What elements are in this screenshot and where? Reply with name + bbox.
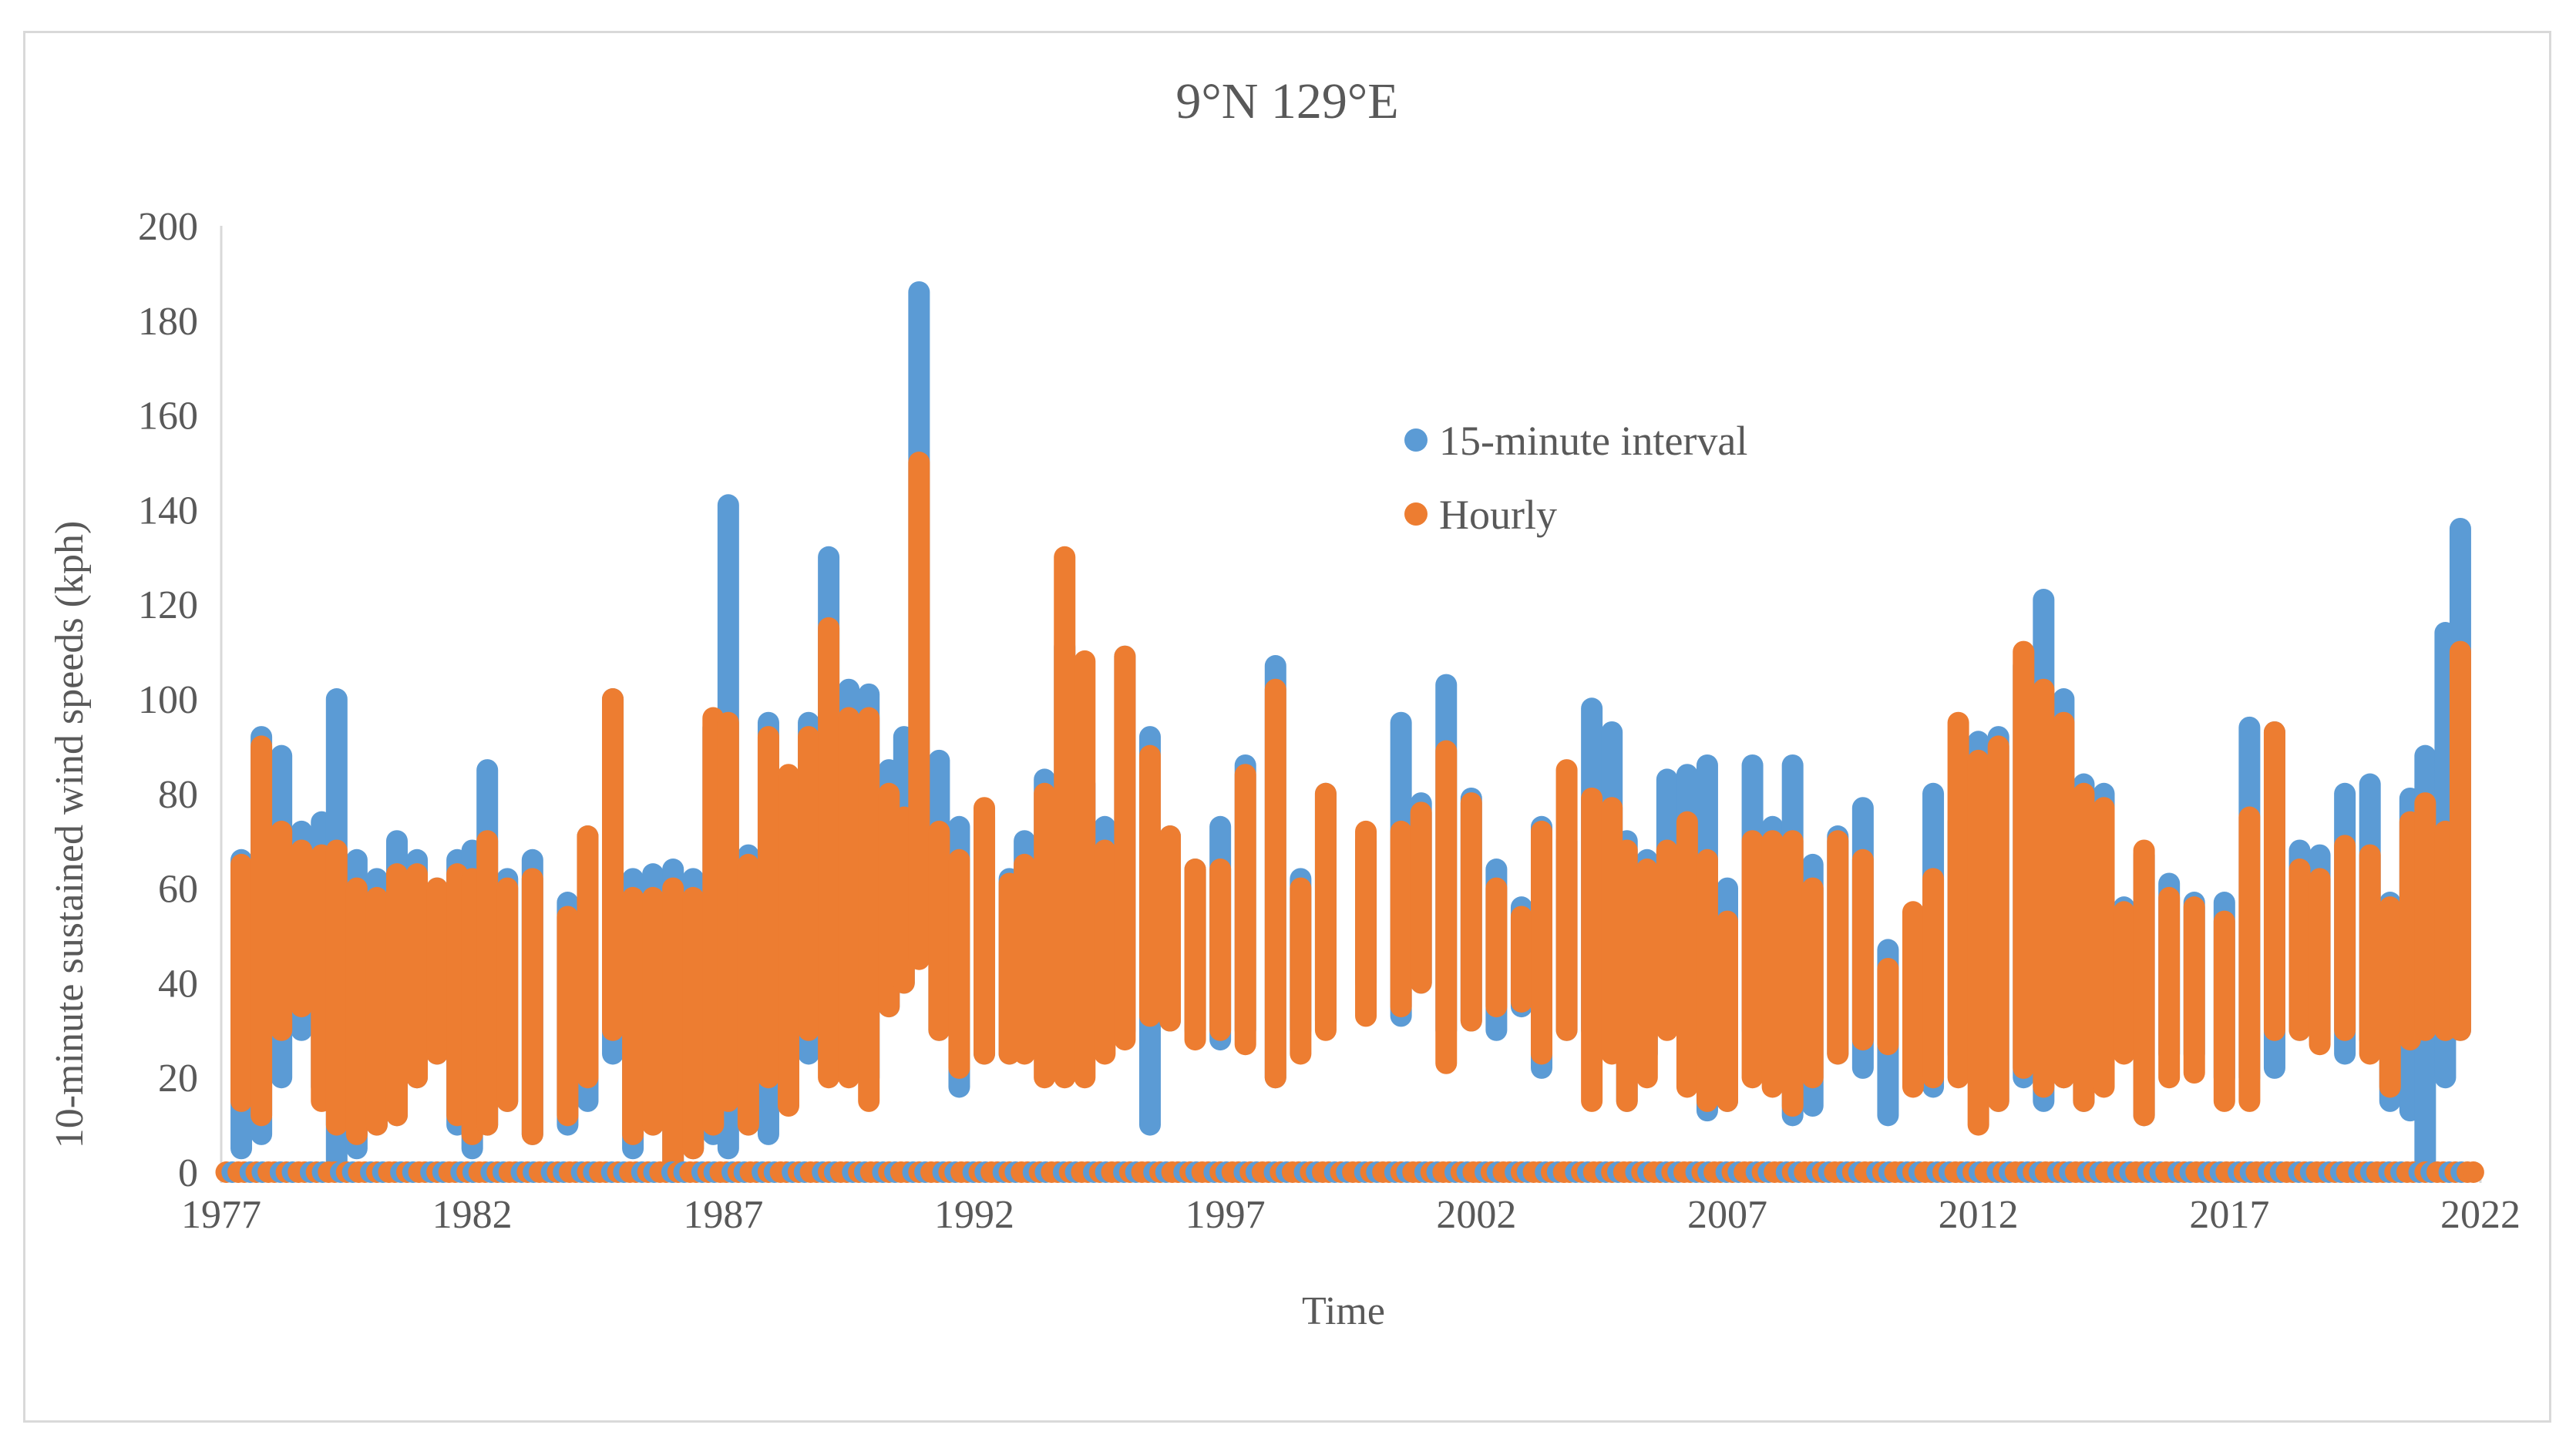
legend-marker-hourly xyxy=(1404,502,1428,526)
y-tick-label: 40 xyxy=(158,962,198,1006)
data-point-zero xyxy=(2462,1161,2484,1183)
y-tick-label: 60 xyxy=(158,868,198,912)
x-tick-label: 2012 xyxy=(1939,1193,2019,1237)
y-tick-label: 20 xyxy=(158,1057,198,1100)
x-tick-label: 2022 xyxy=(2440,1193,2521,1237)
y-tick-label: 80 xyxy=(158,773,198,817)
y-tick-label: 180 xyxy=(138,300,198,344)
y-tick-label: 100 xyxy=(138,678,198,722)
x-axis-title: Time xyxy=(1302,1289,1385,1333)
legend-label-hourly: Hourly xyxy=(1439,492,1557,538)
y-tick-label: 200 xyxy=(138,205,198,249)
x-tick-label: 1982 xyxy=(432,1193,513,1237)
x-tick-label: 1977 xyxy=(181,1193,261,1237)
scatter-chart: 9°N 129°E 10-minute sustained wind speed… xyxy=(48,73,2521,1333)
y-tick-label: 0 xyxy=(178,1151,198,1195)
legend-marker-15-minute xyxy=(1404,428,1428,452)
legend-label-15-minute: 15-minute interval xyxy=(1439,418,1747,464)
x-tick-label: 1997 xyxy=(1185,1193,1266,1237)
x-tick-label: 1987 xyxy=(683,1193,763,1237)
y-tick-label: 160 xyxy=(138,395,198,439)
x-tick-label: 2017 xyxy=(2189,1193,2269,1237)
y-axis-title: 10-minute sustained wind speeds (kph) xyxy=(48,521,92,1149)
x-tick-label: 2007 xyxy=(1687,1193,1767,1237)
x-tick-label: 1992 xyxy=(934,1193,1014,1237)
chart-title: 9°N 129°E xyxy=(1175,73,1398,129)
x-tick-label: 2002 xyxy=(1436,1193,1516,1237)
y-tick-label: 120 xyxy=(138,583,198,627)
y-tick-label: 140 xyxy=(138,489,198,533)
chart-frame: 9°N 129°E 10-minute sustained wind speed… xyxy=(23,31,2551,1423)
legend: 15-minute interval Hourly xyxy=(1404,418,1747,538)
